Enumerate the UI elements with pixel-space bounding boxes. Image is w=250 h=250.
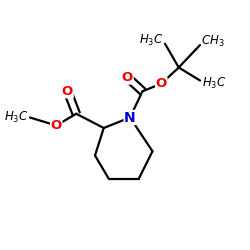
Text: $CH_3$: $CH_3$ xyxy=(201,34,225,49)
Text: O: O xyxy=(62,85,73,98)
Text: O: O xyxy=(50,119,62,132)
Text: O: O xyxy=(156,77,167,90)
Text: N: N xyxy=(124,110,136,124)
Text: $H_3C$: $H_3C$ xyxy=(139,32,164,48)
Text: $H_3C$: $H_3C$ xyxy=(4,110,29,125)
Text: $H_3C$: $H_3C$ xyxy=(202,76,227,90)
Text: O: O xyxy=(122,71,133,84)
